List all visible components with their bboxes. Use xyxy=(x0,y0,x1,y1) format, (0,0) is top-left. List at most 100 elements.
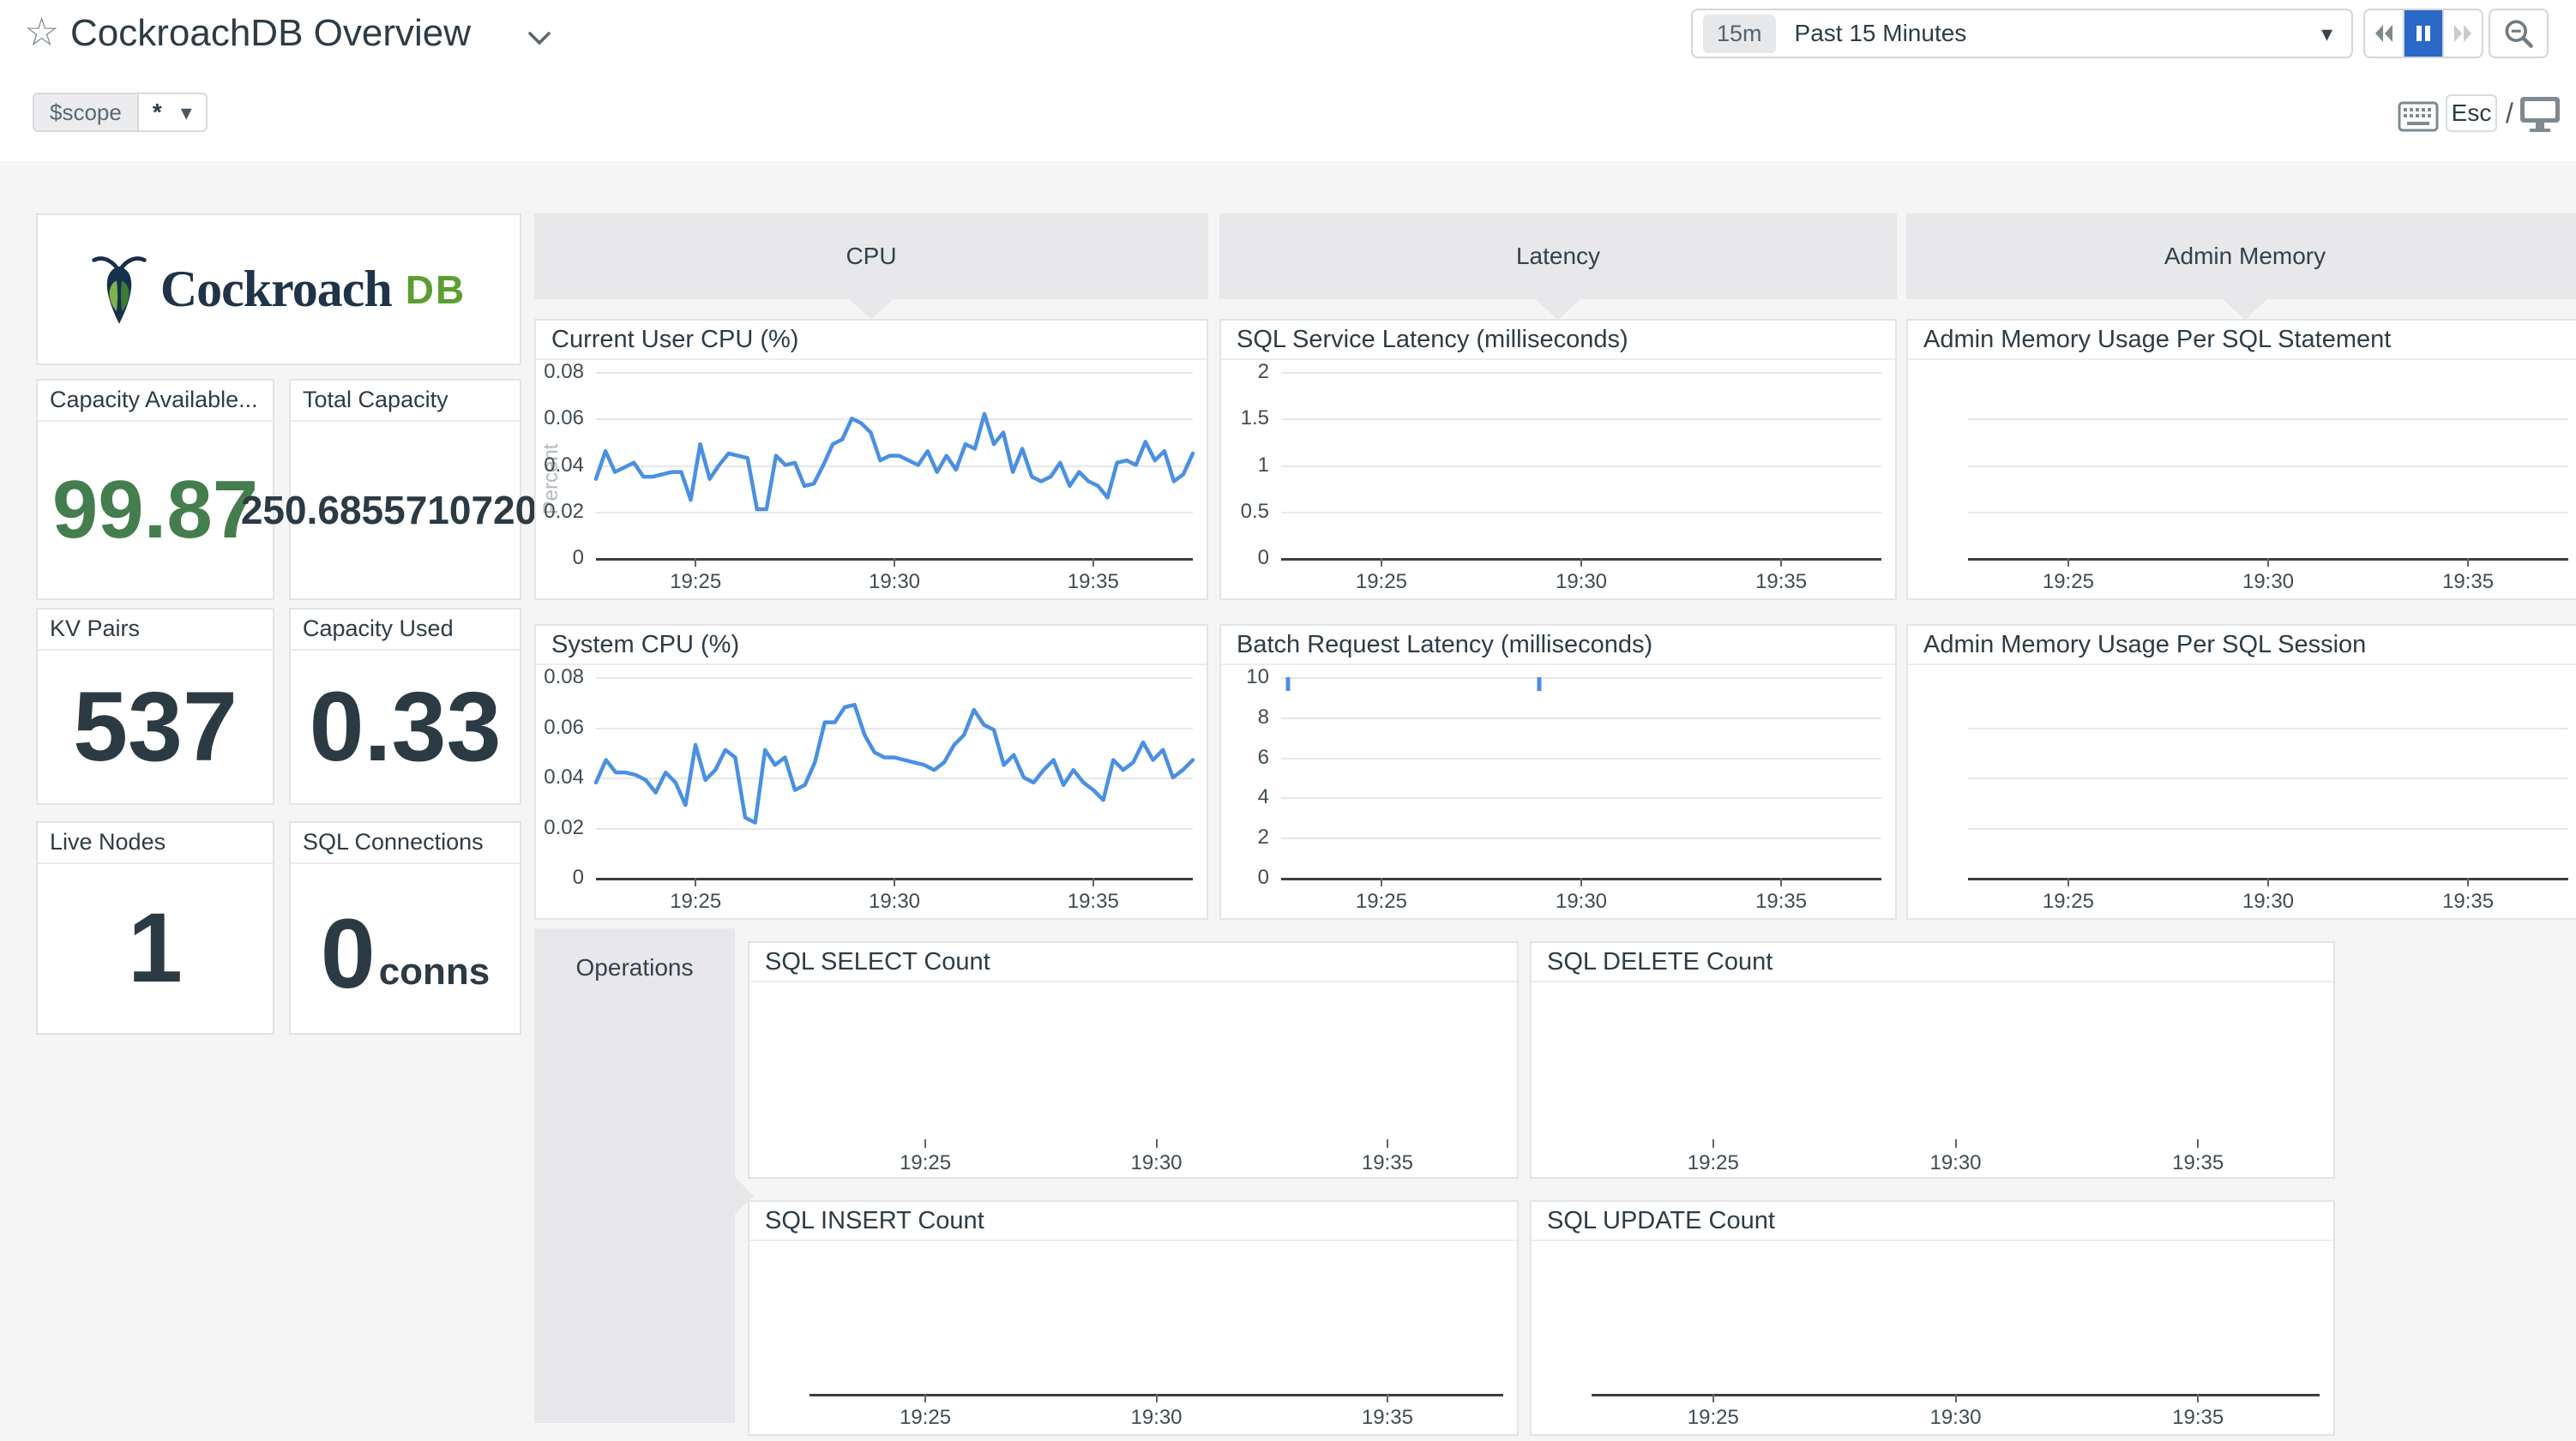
x-tick-label: 19:30 xyxy=(2242,890,2295,913)
x-tick-label: 19:35 xyxy=(2442,570,2495,593)
template-variable-scope[interactable]: $scope * ▾ xyxy=(33,93,208,132)
x-tick-mark xyxy=(695,558,697,567)
stat-live-nodes[interactable]: Live Nodes 1 xyxy=(36,821,274,1035)
time-range-label: Past 15 Minutes xyxy=(1794,20,1967,46)
esc-key-badge: Esc xyxy=(2446,94,2497,132)
chart-sql-service-latency[interactable]: SQL Service Latency (milliseconds) 0 0.5 1 1… xyxy=(1219,319,1897,600)
plot-area[interactable]: 19:25 19:30 19:35 xyxy=(1968,372,2568,593)
keyboard-shortcuts-icon[interactable] xyxy=(2398,101,2439,132)
chart-title: Admin Memory Usage Per SQL Session xyxy=(1908,626,2576,665)
group-notch xyxy=(2223,299,2267,320)
plot-area[interactable]: 19:25 19:30 19:35 xyxy=(1968,677,2568,913)
gridline xyxy=(596,827,1193,830)
tv-mode-icon[interactable] xyxy=(2519,96,2561,134)
pause-button[interactable] xyxy=(2403,10,2442,57)
stat-label: Capacity Available... xyxy=(38,381,273,422)
stat-sql-connections[interactable]: SQL Connections 0 conns xyxy=(289,821,521,1035)
y-tick-label: 10 xyxy=(1246,665,1269,688)
y-tick-label: 0.02 xyxy=(544,815,584,839)
x-tick-label: 19:25 xyxy=(2042,570,2094,593)
gridline xyxy=(1281,838,1881,840)
gridline xyxy=(1281,372,1881,374)
plot-area[interactable]: 0 0.5 1 1.5 2 19:25 19:30 19:35 xyxy=(1241,360,1881,593)
title-chevron-down-icon[interactable] xyxy=(525,29,554,48)
stat-label: Live Nodes xyxy=(38,823,273,864)
stat-capacity-used[interactable]: Capacity Used 0.33 xyxy=(289,608,521,805)
x-tick-label: 19:30 xyxy=(1555,890,1608,913)
plot-area[interactable]: 19:25 19:30 19:35 xyxy=(810,1253,1503,1429)
chart-batch-request-latency[interactable]: Batch Request Latency (milliseconds) 0 2 4 6… xyxy=(1219,624,1897,920)
gridline xyxy=(1281,797,1881,800)
group-header-admin-memory[interactable]: Admin Memory xyxy=(1906,213,2576,320)
x-tick-label: 19:30 xyxy=(1929,1151,1982,1174)
chart-body: 19:25 19:30 19:35 xyxy=(749,1241,1517,1434)
y-tick-label: 0 xyxy=(572,546,584,569)
chart-sql-insert-count[interactable]: SQL INSERT Count 19:25 19:30 19:35 xyxy=(748,1200,1519,1436)
time-range-selector[interactable]: 15m Past 15 Minutes ▾ xyxy=(1691,9,2353,58)
rewind-icon xyxy=(2375,25,2392,42)
chart-admin-memory-per-statement[interactable]: Admin Memory Usage Per SQL Statement 19:2… xyxy=(1906,319,2576,600)
chart-body: 19:25 19:30 19:35 xyxy=(1908,665,2576,918)
time-back-button[interactable] xyxy=(2365,10,2403,57)
stat-kv-pairs[interactable]: KV Pairs 537 xyxy=(36,608,274,805)
gridline xyxy=(596,677,1193,679)
stat-capacity-available[interactable]: Capacity Available... 99.87 xyxy=(36,379,274,600)
chart-body: 19:25 19:30 19:35 xyxy=(1532,982,2333,1177)
x-tick-mark xyxy=(2197,1139,2200,1148)
plot-area[interactable]: 0 2 4 6 8 10 19:25 19:30 19:35 xyxy=(1246,665,1881,913)
group-header-latency[interactable]: Latency xyxy=(1219,213,1897,320)
chart-admin-memory-per-session[interactable]: Admin Memory Usage Per SQL Session 19:25 1… xyxy=(1906,624,2576,920)
line-series xyxy=(596,372,1193,558)
fast-forward-icon xyxy=(2454,25,2471,42)
pause-icon xyxy=(2417,26,2430,41)
x-tick-label: 19:30 xyxy=(2242,570,2295,593)
plot-area[interactable]: 19:25 19:30 19:35 xyxy=(1592,994,2320,1174)
chart-title: SQL SELECT Count xyxy=(749,943,1517,982)
time-forward-button[interactable] xyxy=(2442,10,2482,57)
chart-sql-delete-count[interactable]: SQL DELETE Count 19:25 19:30 19:35 xyxy=(1530,941,2335,1179)
gridline xyxy=(596,727,1193,730)
x-tick-label: 19:30 xyxy=(868,890,921,913)
chart-sql-select-count[interactable]: SQL SELECT Count 19:25 19:30 19:35 xyxy=(748,941,1519,1179)
gridline xyxy=(1968,511,2568,513)
x-tick-mark xyxy=(695,878,697,886)
gridline xyxy=(1281,511,1881,513)
x-tick-mark xyxy=(1155,1394,1158,1402)
plot-area[interactable]: 0 0.02 0.04 0.06 0.08 19:25 19:30 19:35 xyxy=(544,665,1193,913)
chart-system-cpu[interactable]: System CPU (%) 0 0.02 0.04 0.06 0.08 19:25 19:3… xyxy=(534,624,1208,920)
y-tick-label: 1.5 xyxy=(1240,406,1269,430)
stat-label: Total Capacity xyxy=(291,381,520,422)
plot-area[interactable]: 19:25 19:30 19:35 xyxy=(810,994,1503,1174)
chart-current-user-cpu[interactable]: Current User CPU (%) Percent 0 0.02 0.04 0.06… xyxy=(534,319,1208,600)
cockroachdb-logo-card[interactable]: Cockroach DB xyxy=(36,213,521,365)
group-header-cpu[interactable]: CPU xyxy=(534,213,1208,320)
x-tick-mark xyxy=(924,1394,927,1402)
plot-area[interactable]: 0 0.02 0.04 0.06 0.08 19:25 19:30 19:35 xyxy=(544,360,1193,593)
favorite-star-icon[interactable]: ☆ xyxy=(24,9,60,54)
y-tick-label: 4 xyxy=(1257,785,1269,809)
group-header-operations[interactable]: Operations xyxy=(534,928,754,1423)
gridline xyxy=(1281,757,1881,760)
slash-separator: / xyxy=(2506,98,2513,129)
x-tick-label: 19:25 xyxy=(670,570,722,593)
x-tick-mark xyxy=(1712,1139,1714,1148)
gridline xyxy=(596,778,1193,779)
x-tick-label: 19:35 xyxy=(2172,1406,2224,1429)
data-spike xyxy=(1537,677,1542,692)
x-tick-label: 19:35 xyxy=(1067,570,1119,593)
x-tick-mark xyxy=(2067,878,2069,886)
y-tick-label: 0.02 xyxy=(544,499,584,523)
chart-body: Percent 0 0.02 0.04 0.06 0.08 19:25 19:30 19:35 xyxy=(536,360,1207,598)
gridline xyxy=(1968,827,2568,830)
stat-value: 537 xyxy=(73,671,238,782)
y-tick-label: 0.5 xyxy=(1240,499,1269,523)
y-tick-label: 0.06 xyxy=(544,406,584,430)
chart-sql-update-count[interactable]: SQL UPDATE Count 19:25 19:30 19:35 xyxy=(1530,1200,2335,1436)
y-tick-label: 0.08 xyxy=(544,360,584,383)
stat-total-capacity[interactable]: Total Capacity 250.6855710720 GB xyxy=(241,379,569,600)
zoom-out-button[interactable] xyxy=(2489,9,2549,58)
chart-title: SQL INSERT Count xyxy=(749,1202,1517,1241)
group-label: CPU xyxy=(846,243,897,269)
x-tick-mark xyxy=(2267,878,2269,886)
plot-area[interactable]: 19:25 19:30 19:35 xyxy=(1592,1253,2320,1429)
